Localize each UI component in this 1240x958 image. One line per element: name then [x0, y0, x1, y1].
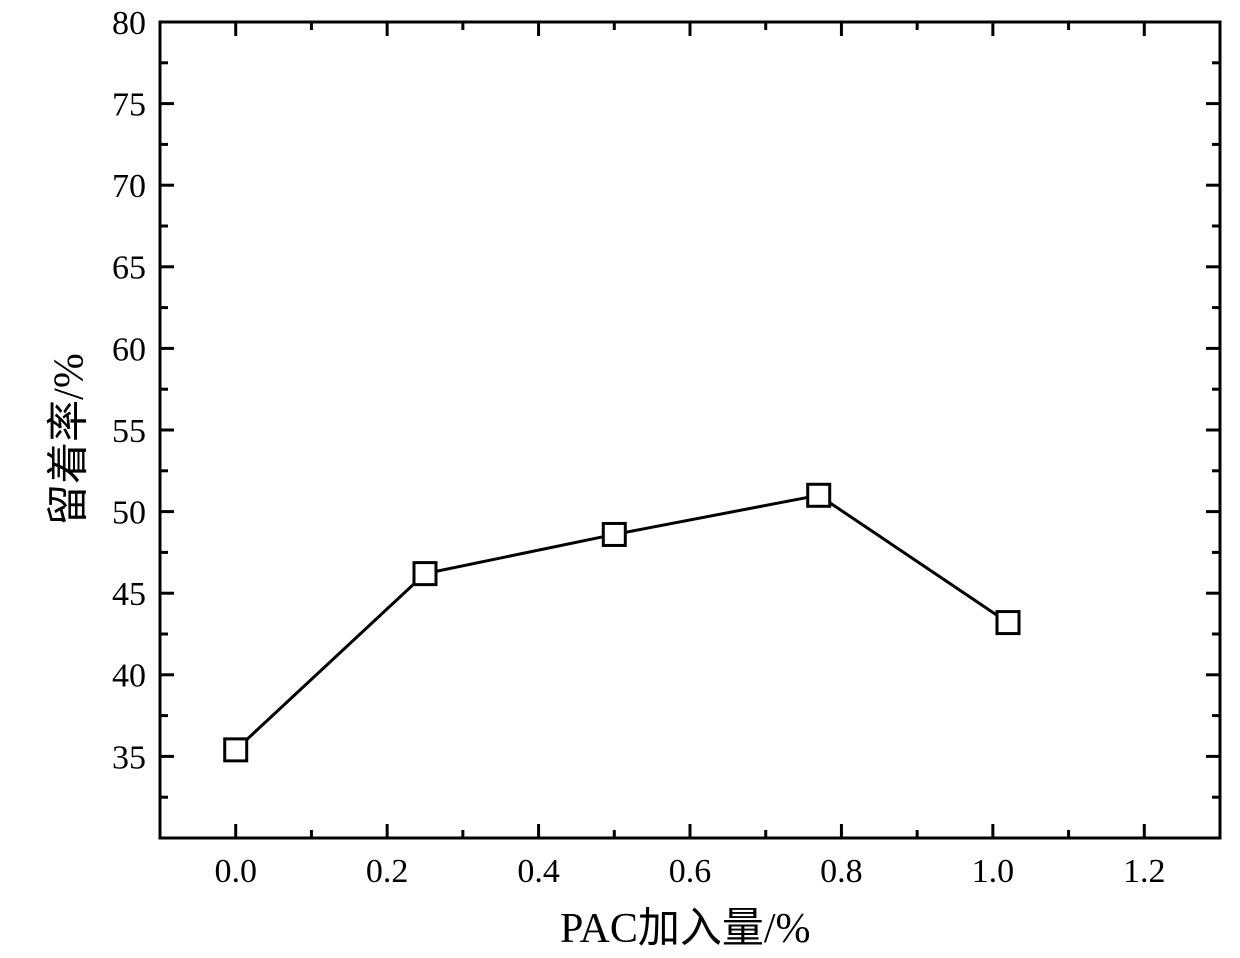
y-tick-label: 40: [112, 658, 146, 695]
data-marker: [808, 484, 830, 506]
x-tick-label: 1.0: [972, 853, 1015, 890]
x-tick-label: 0.2: [366, 853, 409, 890]
x-tick-label: 0.6: [669, 853, 712, 890]
y-tick-label: 75: [112, 87, 146, 124]
line-chart: 0.0 0.2 0.4 0.6 0.8 1.0 1.2 35 40 45 50 55 60 65 70 75 8…: [0, 0, 1240, 958]
chart-container: 0.0 0.2 0.4 0.6 0.8 1.0 1.2 35 40 45 50 55 60 65 70 75 8…: [0, 0, 1240, 958]
y-tick-label: 50: [112, 495, 146, 532]
data-marker: [225, 739, 247, 761]
y-tick-label: 35: [112, 739, 146, 776]
x-tick-label: 1.2: [1123, 853, 1166, 890]
x-tick-label: 0.4: [517, 853, 560, 890]
y-tick-label: 65: [112, 250, 146, 287]
y-tick-label: 60: [112, 331, 146, 368]
x-tick-label: 0.0: [214, 853, 257, 890]
data-marker: [414, 563, 436, 585]
y-tick-label: 70: [112, 168, 146, 205]
y-tick-label: 45: [112, 576, 146, 613]
x-axis-label: PAC加入量/%: [560, 894, 811, 955]
data-marker: [603, 523, 625, 545]
x-tick-label: 0.8: [820, 853, 863, 890]
data-marker: [997, 612, 1019, 634]
y-axis-label: 留着率/%: [35, 340, 96, 540]
y-tick-label: 80: [112, 5, 146, 42]
y-tick-label: 55: [112, 413, 146, 450]
